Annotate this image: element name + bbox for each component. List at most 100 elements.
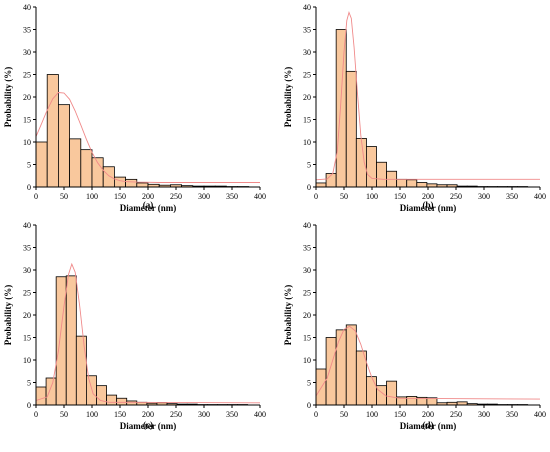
panel-d-bar: [345, 324, 357, 406]
panel-c-y-tick-label: 10: [23, 356, 31, 365]
panel-d-x-axis-title: Diameter (nm): [400, 421, 457, 431]
panel-b-x-axis-title: Diameter (nm): [400, 203, 457, 213]
panel-b-y-tick-label: 5: [307, 161, 311, 170]
panel-b-bar: [335, 29, 347, 188]
panel-c-x-axis-title: Diameter (nm): [120, 421, 177, 431]
panel-a-label: (a): [143, 200, 154, 210]
panel-b-x-tick-label: 250: [450, 192, 462, 201]
panel-b-y-tick-label: 0: [307, 183, 311, 192]
panel-c-bar: [86, 375, 97, 406]
panel-c-x-tick-label: 200: [142, 410, 154, 419]
panel-d-y-tick-label: 40: [303, 221, 311, 230]
panel-c-y-tick-label: 20: [23, 311, 31, 320]
panel-a-x-tick-label: 100: [86, 192, 98, 201]
panel-d-y-tick-label: 35: [303, 244, 311, 253]
panel-d-y-axis-title: Probability (%): [283, 285, 293, 346]
panel-d-bar: [335, 329, 347, 406]
panel-c-x-tick-label: 300: [198, 410, 210, 419]
panel-a-bar: [114, 176, 127, 188]
panel-b-y-tick-label: 40: [303, 3, 311, 12]
panel-a-bar: [69, 138, 82, 188]
panel-d-x-tick-label: 350: [506, 410, 518, 419]
panel-d-y-tick-label: 15: [303, 334, 311, 343]
panel-a-y-tick-label: 0: [27, 183, 31, 192]
panel-a-x-tick-label: 200: [142, 192, 154, 201]
panel-d-y-tick-label: 30: [303, 266, 311, 275]
panel-b-x-tick-label: 350: [506, 192, 518, 201]
panel-b-bar: [406, 179, 418, 188]
panel-c-bar: [45, 377, 57, 406]
panel-a-x-tick-label: 300: [198, 192, 210, 201]
panel-d-x-tick-label: 300: [478, 410, 490, 419]
panel-b-x-tick-label: 150: [394, 192, 406, 201]
panel-b-y-tick-label: 10: [303, 138, 311, 147]
panel-b-x-tick-label: 400: [534, 192, 546, 201]
panel-d-bar: [365, 376, 377, 406]
panel-b-y-tick-label: 15: [303, 116, 311, 125]
panel-c-bar: [35, 386, 47, 406]
panel-c-bar: [116, 397, 128, 406]
panel-c-y-tick-label: 40: [23, 221, 31, 230]
panel-a-y-tick-label: 15: [23, 116, 31, 125]
panel-d-y-tick-label: 5: [307, 379, 311, 388]
panel-a-y-axis-title: Probability (%): [3, 67, 13, 128]
panel-b-y-tick-label: 20: [303, 93, 311, 102]
panel-b-bar: [365, 146, 377, 188]
panel-d-bar: [325, 337, 337, 406]
panel-c-bar: [65, 275, 77, 406]
panel-c-y-tick-label: 15: [23, 334, 31, 343]
panel-b-x-tick-label: 200: [422, 192, 434, 201]
panel-d-y-tick-label: 10: [303, 356, 311, 365]
panel-c-bar: [126, 400, 138, 406]
panel-c-label: (c): [143, 420, 153, 430]
panel-c-bar: [75, 335, 87, 406]
panel-d-bar: [355, 350, 367, 406]
panel-c-x-tick-label: 50: [60, 410, 68, 419]
panel-a-x-axis-title: Diameter (nm): [120, 203, 177, 213]
panel-b-x-tick-label: 0: [314, 192, 318, 201]
panel-a-bar: [80, 149, 93, 188]
panel-a-x-tick-label: 400: [254, 192, 266, 201]
panel-b-bar: [345, 70, 357, 188]
panel-a-bar: [136, 182, 149, 188]
panel-a-x-tick-label: 350: [226, 192, 238, 201]
panel-a-y-tick-label: 5: [27, 161, 31, 170]
panel-d-bar: [386, 380, 398, 406]
panel-c-y-tick-label: 30: [23, 266, 31, 275]
panel-c-x-tick-label: 100: [86, 410, 98, 419]
panel-a-y-tick-label: 20: [23, 93, 31, 102]
panel-b-x-tick-label: 100: [366, 192, 378, 201]
panel-b-bar: [396, 178, 408, 188]
panel-b-x-tick-label: 300: [478, 192, 490, 201]
panel-c-y-tick-label: 5: [27, 379, 31, 388]
panel-c-bar: [55, 276, 67, 406]
panel-d-x-tick-label: 200: [422, 410, 434, 419]
panel-a-x-tick-label: 50: [60, 192, 68, 201]
panel-d-label: (d): [423, 420, 434, 430]
panel-c-x-tick-label: 400: [254, 410, 266, 419]
panel-d-x-tick-label: 250: [450, 410, 462, 419]
panel-a-bar: [102, 166, 115, 188]
panel-b-y-tick-label: 25: [303, 71, 311, 80]
panel-d-x-tick-label: 400: [534, 410, 546, 419]
panel-b-y-axis-title: Probability (%): [283, 67, 293, 128]
panel-a-bar: [35, 141, 48, 188]
panel-d-y-tick-label: 0: [307, 401, 311, 410]
panel-d-bar: [315, 368, 327, 406]
panel-a-y-tick-label: 40: [23, 3, 31, 12]
panel-c-x-tick-label: 0: [34, 410, 38, 419]
panel-c-y-tick-label: 25: [23, 289, 31, 298]
panel-b-fit-curve: [315, 10, 540, 181]
panel-b-y-tick-label: 30: [303, 48, 311, 57]
panel-c-bar: [96, 385, 107, 406]
panel-c-x-tick-label: 250: [170, 410, 182, 419]
panel-c-y-tick-label: 0: [27, 401, 31, 410]
panel-a-y-tick-label: 35: [23, 26, 31, 35]
panel-a-bar: [125, 178, 138, 188]
panel-a-y-tick-label: 25: [23, 71, 31, 80]
panel-a-y-tick-label: 10: [23, 138, 31, 147]
